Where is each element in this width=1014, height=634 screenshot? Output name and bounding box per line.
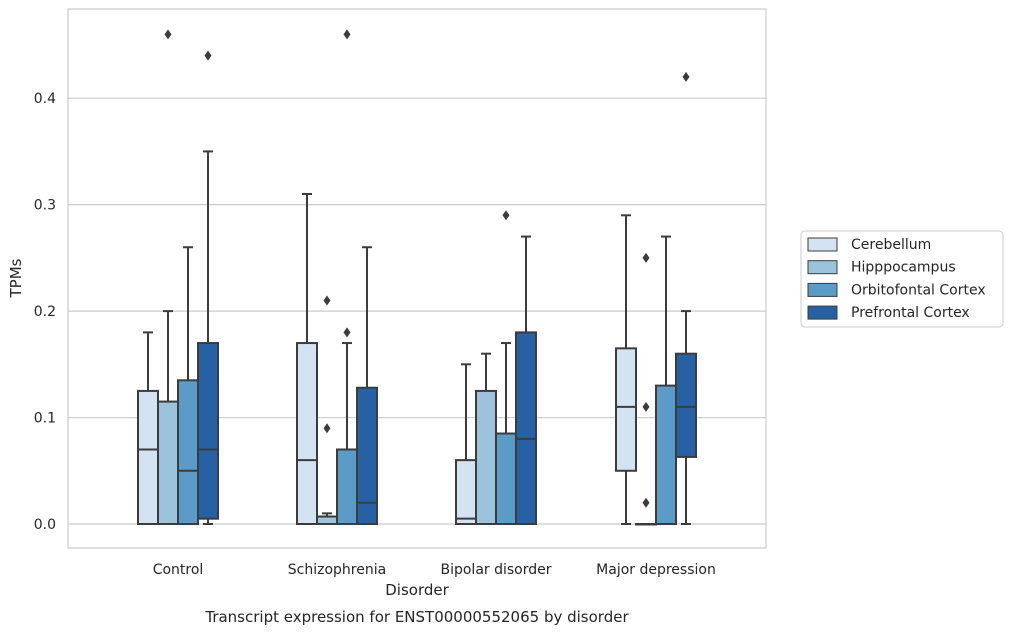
- box-item: [515, 235, 537, 526]
- legend: Cerebellum Hipppocampus Orbitofontal Corte…: [800, 230, 1004, 328]
- x-tick-labels: Control Schizophrenia Bipolar disorder Majo…: [153, 562, 716, 578]
- category-group: [615, 71, 697, 526]
- legend-label: Cerebellum: [851, 237, 931, 253]
- box-iqr: [655, 384, 677, 525]
- legend-label: Orbitofontal Cortex: [851, 282, 986, 298]
- legend-swatch: [807, 305, 838, 320]
- category-group: [296, 29, 378, 526]
- legend-label: Hipppocampus: [851, 260, 956, 276]
- outlier-point: [682, 71, 690, 82]
- box-item: [296, 193, 318, 525]
- box-iqr: [615, 347, 637, 472]
- box-item: [615, 214, 637, 525]
- y-tick-label: 0.3: [34, 198, 56, 214]
- legend-swatch: [807, 237, 838, 252]
- category-group: [455, 210, 537, 526]
- outlier-point: [343, 29, 351, 40]
- box-groups: [137, 29, 697, 526]
- box-iqr: [495, 432, 517, 525]
- x-axis-label: Disorder: [385, 581, 449, 599]
- chart-caption: Transcript expression for ENST0000055206…: [204, 608, 629, 626]
- box-item: [177, 246, 199, 526]
- y-tick-label: 0.1: [34, 411, 56, 427]
- x-tick-label: Major depression: [596, 562, 716, 578]
- outlier-point: [502, 210, 510, 221]
- legend-item: Prefrontal Cortex: [807, 305, 970, 321]
- outlier-point: [642, 497, 650, 508]
- box-iqr: [137, 389, 159, 525]
- outlier-point: [323, 423, 331, 434]
- plot-frame: [67, 8, 767, 549]
- box-iqr: [356, 386, 378, 525]
- box-item: [495, 210, 517, 525]
- legend-label: Prefrontal Cortex: [851, 305, 970, 321]
- outlier-point: [642, 252, 650, 263]
- outlier-point: [343, 327, 351, 338]
- y-tick-label: 0.0: [34, 517, 56, 533]
- legend-item: Cerebellum: [807, 237, 931, 253]
- box-item: [455, 363, 477, 526]
- y-axis-label: TPMs: [7, 258, 25, 298]
- box-item: [356, 246, 378, 525]
- box-iqr: [675, 352, 697, 458]
- box-iqr: [157, 400, 179, 525]
- box-iqr: [296, 342, 318, 525]
- outlier-point: [204, 50, 212, 61]
- y-tick-labels: 0.0 0.1 0.2 0.3 0.4: [34, 91, 56, 533]
- legend-swatch: [807, 282, 838, 297]
- box-item: [675, 71, 697, 525]
- box-iqr: [475, 389, 497, 525]
- box-item: [336, 29, 358, 525]
- outlier-point: [642, 401, 650, 412]
- legend-swatch: [807, 260, 838, 275]
- box-iqr: [336, 448, 358, 525]
- x-tick-label: Control: [153, 562, 204, 578]
- box-iqr: [177, 379, 199, 526]
- outlier-point: [164, 29, 172, 40]
- box-iqr: [515, 331, 537, 526]
- legend-item: Hipppocampus: [807, 260, 956, 276]
- box-iqr: [197, 342, 219, 520]
- box-iqr: [316, 515, 338, 526]
- x-tick-label: Bipolar disorder: [440, 562, 551, 578]
- box-item: [197, 50, 219, 525]
- box-item: [635, 252, 657, 526]
- outlier-point: [323, 295, 331, 306]
- y-tick-label: 0.2: [34, 304, 56, 320]
- legend-frame: [800, 230, 1004, 328]
- legend-item: Orbitofontal Cortex: [807, 282, 986, 298]
- category-group: [137, 29, 219, 526]
- box-iqr: [455, 459, 477, 526]
- x-tick-label: Schizophrenia: [288, 562, 386, 578]
- y-tick-label: 0.4: [34, 91, 56, 107]
